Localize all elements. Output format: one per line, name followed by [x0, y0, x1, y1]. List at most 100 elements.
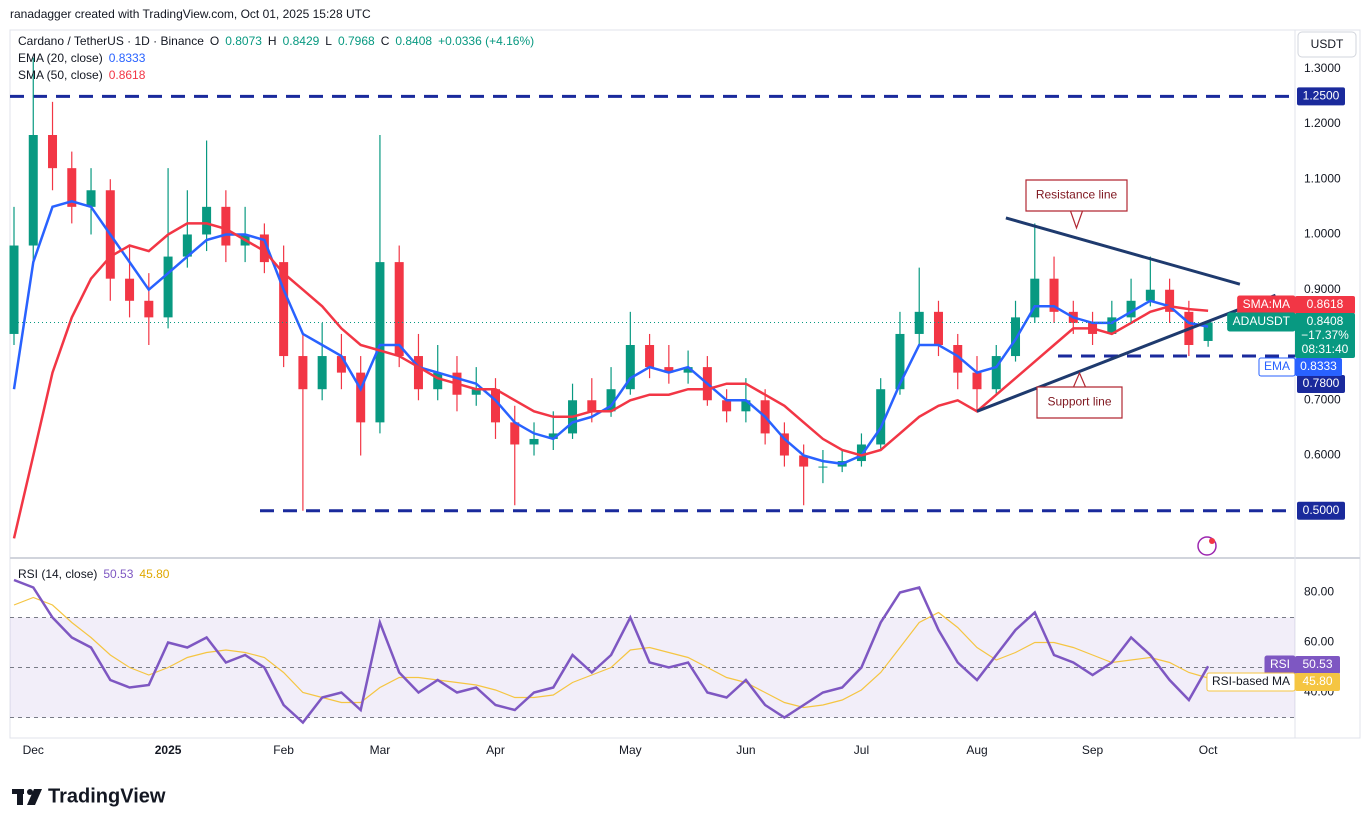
candle-body — [1203, 322, 1213, 341]
candle-body — [991, 356, 1001, 390]
alert-icon[interactable] — [1197, 536, 1217, 556]
y-tick-label: 0.6000 — [1304, 448, 1341, 462]
candle-body — [279, 262, 289, 357]
candle-body — [1165, 289, 1175, 312]
candle-body — [1107, 317, 1117, 334]
level-tag — [1297, 501, 1345, 520]
legend-value: 45.80 — [139, 567, 169, 581]
y-tick-label: 1.1000 — [1304, 171, 1341, 185]
candle-body — [625, 345, 635, 390]
candle-body — [182, 234, 192, 257]
tag-name: SMA:MA — [1243, 297, 1290, 311]
frame — [9, 29, 1361, 739]
tag-value-box — [1295, 296, 1355, 314]
y-tick-label: 1.2000 — [1304, 116, 1341, 130]
candle-body — [1145, 289, 1155, 301]
x-tick-label: Dec — [23, 743, 44, 757]
callout-box — [1025, 179, 1128, 230]
ohlc-value: 0.8408 — [395, 34, 432, 48]
candle-body — [587, 400, 597, 412]
y-tick-label: 1.3000 — [1304, 61, 1341, 75]
ohlc-label: H — [268, 34, 277, 48]
tag-value: 50.53 — [1302, 657, 1332, 671]
candle-body — [683, 367, 693, 373]
candle-body — [1049, 278, 1059, 312]
ohlc-label: C — [381, 34, 390, 48]
candle-body — [433, 372, 443, 390]
tag-value-box — [1295, 358, 1342, 376]
logo — [12, 789, 42, 805]
ohlc-value: 0.7968 — [338, 34, 375, 48]
candle-body — [510, 422, 520, 445]
legend-title: RSI (14, close) — [18, 567, 97, 581]
candle-body — [259, 234, 269, 263]
moving-average-line — [12, 199, 1209, 466]
candle-body — [818, 466, 828, 468]
candle-body — [491, 389, 500, 423]
tag-name: ADAUSDT — [1233, 314, 1291, 328]
logo-mark — [27, 789, 33, 795]
tag-value-box — [1295, 656, 1340, 674]
legend-value: 0.8618 — [109, 68, 146, 82]
candle-body — [86, 190, 96, 207]
logo-mark — [17, 789, 23, 805]
tag-value-box — [1295, 673, 1340, 691]
candle-body — [972, 372, 982, 390]
candle-body — [799, 455, 809, 467]
y-tick-label: 60.00 — [1304, 635, 1334, 649]
level-tag-label: 1.2500 — [1303, 88, 1340, 102]
candle-body — [645, 345, 655, 368]
candle-body — [606, 389, 616, 412]
candle-body — [163, 256, 173, 318]
callout-box — [1036, 371, 1123, 419]
candle-body — [375, 262, 385, 423]
candle-body — [336, 356, 346, 373]
unit-box[interactable] — [1297, 31, 1357, 58]
x-tick-label: Sep — [1082, 743, 1104, 757]
candle-body — [471, 389, 481, 395]
candle-body — [144, 300, 154, 318]
candle-body — [779, 433, 789, 456]
tag-name: EMA — [1264, 359, 1290, 373]
candle-body — [202, 206, 212, 235]
legend-entry: EMA (20, close) — [18, 51, 103, 65]
y-tick-label: 1.0000 — [1304, 227, 1341, 241]
candle-body — [953, 345, 963, 373]
ohlc-label: L — [325, 34, 332, 48]
x-tick-label: Oct — [1199, 743, 1218, 757]
candle-body — [914, 311, 924, 334]
candle-body — [356, 372, 366, 423]
candle-body — [221, 206, 231, 246]
candle-body — [317, 356, 327, 390]
candle-body — [548, 433, 558, 439]
price-tag-value: 0.8408 — [1307, 314, 1344, 328]
moving-average-line — [12, 222, 1209, 539]
candle-body — [48, 135, 58, 169]
legend-title: Cardano / TetherUS · 1D · Binance — [18, 34, 204, 48]
level-tag-label: 0.7800 — [1303, 376, 1340, 390]
candle-body — [394, 262, 404, 357]
x-tick-label: Aug — [966, 743, 987, 757]
rsi-line — [13, 596, 1209, 709]
candle-body — [895, 333, 905, 390]
candle-body — [1030, 278, 1040, 318]
legend-value: 50.53 — [103, 567, 133, 581]
price-tag-change: −17.37% — [1301, 328, 1349, 342]
candle-body — [1011, 317, 1021, 357]
candle-body — [856, 444, 866, 462]
candle-body — [413, 356, 423, 390]
x-tick-label: May — [619, 743, 642, 757]
legend-value: 0.8333 — [109, 51, 146, 65]
level-tag — [1297, 375, 1345, 393]
legend-entry: SMA (50, close) — [18, 68, 103, 82]
footer-brand: TradingView — [48, 785, 166, 807]
unit-label: USDT — [1311, 37, 1344, 51]
price-tag-countdown: 08:31:40 — [1302, 342, 1349, 356]
candle-body — [125, 278, 135, 301]
tag-value: 0.8333 — [1300, 359, 1337, 373]
y-tick-label: 80.00 — [1304, 585, 1334, 599]
x-tick-label: Mar — [370, 743, 391, 757]
x-tick-label: 2025 — [155, 743, 182, 757]
